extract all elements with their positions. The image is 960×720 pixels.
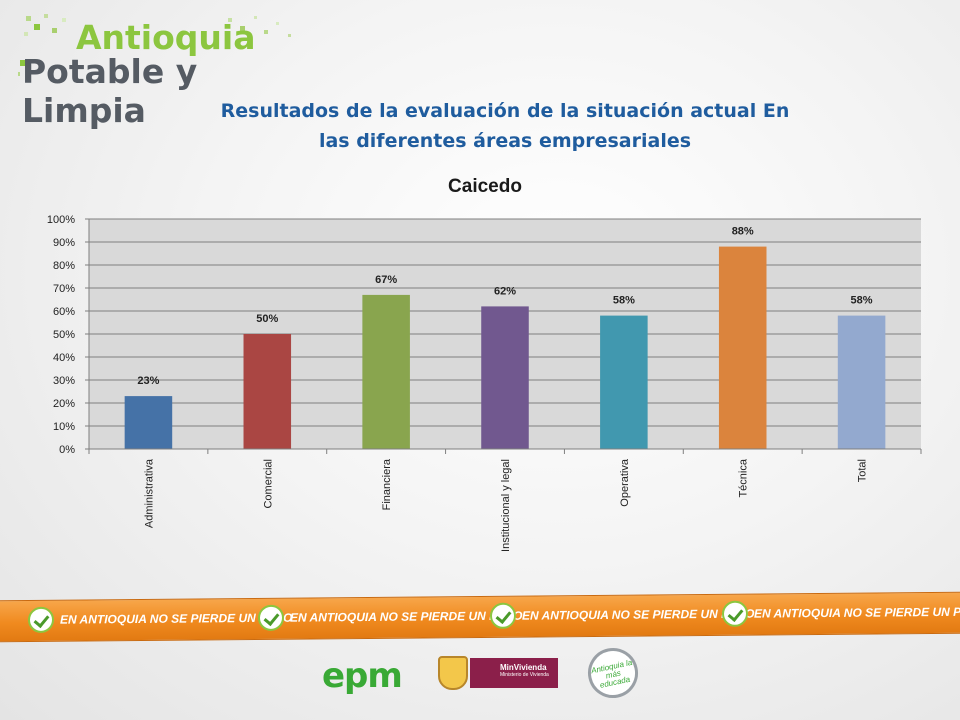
bar-chart: 0% 10% 20% 30% 40% 50% 60% 70% 80% 90% 100% 23% Admi…	[47, 214, 922, 552]
banner-item: EN ANTIOQUIA NO SE PIERDE UN PESO	[722, 599, 960, 627]
y-tick-label: 40%	[53, 352, 75, 364]
x-tick-label: Institucional y legal	[500, 459, 512, 552]
banner-strip: EN ANTIOQUIA NO SE PIERDE UN PESO EN ANT…	[0, 591, 960, 643]
y-tick-label: 100%	[47, 214, 75, 226]
banner-item: EN ANTIOQUIA NO SE PIERDE UN PESO	[28, 605, 292, 633]
banner-text: EN ANTIOQUIA NO SE PIERDE UN PESO	[754, 604, 960, 621]
y-tick-label: 10%	[53, 421, 75, 433]
minvivienda-subtitle: Ministerio de Vivienda	[500, 672, 549, 678]
y-tick-label: 30%	[53, 375, 75, 387]
minvivienda-title: MinVivienda	[500, 663, 547, 672]
y-tick-label: 70%	[53, 283, 75, 295]
x-tick-label: Total	[857, 459, 869, 482]
slide-title-line1: Resultados de la evaluación de la situac…	[220, 100, 790, 122]
data-label: 58%	[613, 295, 635, 307]
logo-text-potable: Potable y Limpia	[22, 52, 198, 130]
x-tick-label: Administrativa	[143, 458, 155, 528]
bar	[124, 396, 173, 449]
logo-dots-icon	[18, 14, 291, 76]
slide-title-line2: las diferentes áreas empresariales	[318, 130, 692, 152]
y-tick-label: 20%	[53, 398, 75, 410]
banner-item: EN ANTIOQUIA NO SE PIERDE UN PESO	[258, 603, 522, 631]
data-label: 88%	[732, 226, 754, 238]
bar	[600, 315, 648, 449]
data-label: 62%	[494, 285, 516, 297]
bar	[362, 294, 410, 449]
epm-logo: epm	[322, 656, 403, 696]
x-tick-label: Operativa	[619, 458, 631, 507]
x-tick-label: Comercial	[262, 459, 274, 509]
bar	[243, 334, 292, 449]
chart-title: Caicedo	[448, 176, 522, 197]
minvivienda-logo: MinVivienda Ministerio de Vivienda	[470, 658, 558, 688]
slide-title: Resultados de la evaluación de la situac…	[150, 96, 860, 156]
banner-item: EN ANTIOQUIA NO SE PIERDE UN PESO	[490, 601, 754, 629]
y-tick-label: 50%	[53, 329, 75, 341]
seal-icon	[258, 604, 284, 631]
x-tick-label: Técnica	[738, 458, 750, 497]
y-tick-label: 0%	[59, 444, 75, 456]
seal-icon	[490, 602, 516, 629]
banner-text: EN ANTIOQUIA NO SE PIERDE UN PESO	[522, 606, 755, 623]
y-tick-label: 90%	[53, 237, 75, 249]
x-tick-label: Financiera	[381, 458, 393, 510]
bar	[718, 246, 767, 449]
data-label: 67%	[375, 274, 397, 286]
data-label: 23%	[137, 375, 159, 387]
data-label: 58%	[851, 295, 873, 307]
y-tick-label: 80%	[53, 260, 75, 272]
seal-icon	[28, 606, 54, 633]
bar	[837, 315, 886, 449]
bar	[481, 306, 529, 449]
seal-icon	[722, 600, 748, 627]
y-tick-label: 60%	[53, 306, 75, 318]
antioquia-logo: Antioquia Potable y Limpia	[18, 10, 318, 130]
banner-text: EN ANTIOQUIA NO SE PIERDE UN PESO	[290, 608, 523, 625]
colombia-shield-icon	[438, 656, 468, 690]
logo-text-antioquia: Antioquia	[76, 18, 256, 57]
data-label: 50%	[256, 313, 278, 325]
